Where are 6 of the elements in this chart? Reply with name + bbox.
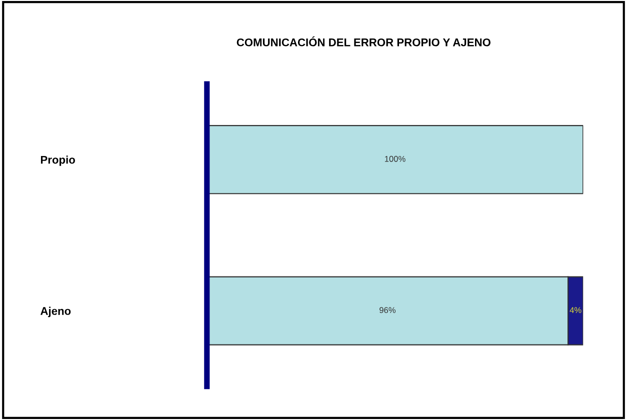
data-label: 96% [380,307,396,314]
data-label: 4% [570,307,582,314]
y-tick-label: Propio [40,156,75,166]
y-tick-label: Ajeno [40,306,71,318]
data-label: 100% [384,156,406,162]
chart-title: COMUNICACIÓN DEL ERROR PROPIO Y AJENO [236,36,490,46]
